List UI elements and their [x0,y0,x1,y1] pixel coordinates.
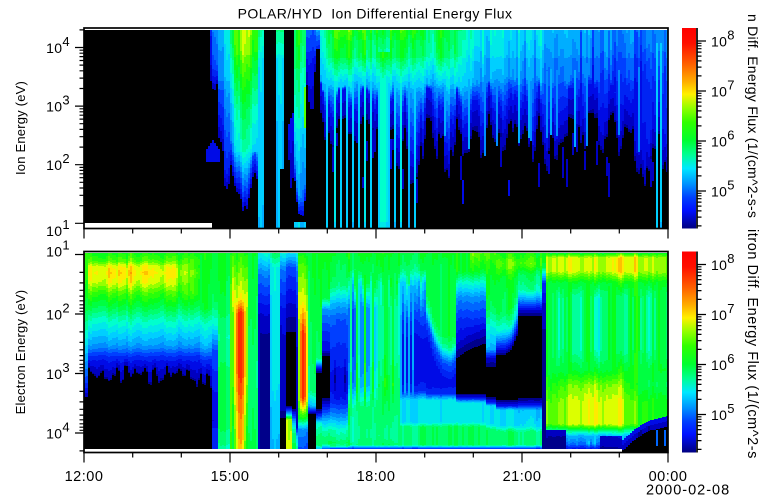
svg-text:Electron Energy (eV): Electron Energy (eV) [13,290,28,415]
svg-text:21:00: 21:00 [503,469,542,485]
svg-text:2000-02-08: 2000-02-08 [646,483,730,499]
svg-text:00:00: 00:00 [649,469,688,485]
svg-text:Ion Energy (eV): Ion Energy (eV) [13,81,28,175]
svg-text:12:00: 12:00 [65,469,104,485]
svg-text:itron Diff. Energy Flux (1/(cm: itron Diff. Energy Flux (1/(cm^2-s [744,229,760,459]
svg-text:n Diff. Energy Flux (1/(cm^2-s: n Diff. Energy Flux (1/(cm^2-s-s [745,14,761,218]
svg-text:18:00: 18:00 [357,469,396,485]
svg-text:POLAR/HYD Ion Differential En: POLAR/HYD Ion Differential Energy Flux [238,6,513,22]
svg-text:15:00: 15:00 [211,469,250,485]
